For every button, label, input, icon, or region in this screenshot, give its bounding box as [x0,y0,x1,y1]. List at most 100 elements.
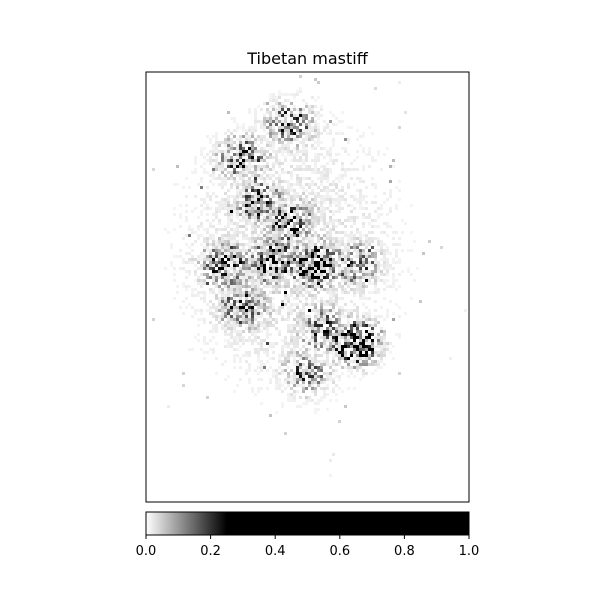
heatmap-cell [362,321,365,324]
heatmap-cell [311,225,314,228]
heatmap-cell [260,339,263,342]
heatmap-cell [371,159,374,162]
heatmap-cell [191,249,194,252]
heatmap-cell [245,369,248,372]
heatmap-cell [302,276,305,279]
heatmap-cell [413,279,416,282]
heatmap-cell [287,297,290,300]
heatmap-cell [365,243,368,246]
heatmap-cell [260,282,263,285]
heatmap-cell [350,234,353,237]
heatmap-cell [245,249,248,252]
heatmap-cell [350,342,353,345]
heatmap-cell [215,324,218,327]
heatmap-cell [185,288,188,291]
heatmap-cell [311,339,314,342]
heatmap-cell [296,237,299,240]
heatmap-cell [377,291,380,294]
heatmap-cell [215,135,218,138]
heatmap-cell [380,240,383,243]
heatmap-cell [242,321,245,324]
heatmap-cell [356,324,359,327]
heatmap-cell [236,255,239,258]
heatmap-cell [356,231,359,234]
heatmap-cell [284,159,287,162]
heatmap-cell [209,276,212,279]
heatmap-cell [350,276,353,279]
heatmap-cell [368,213,371,216]
heatmap-cell [386,198,389,201]
heatmap-cell [299,168,302,171]
heatmap-cell [236,306,239,309]
heatmap-cell [326,132,329,135]
heatmap-cell [278,114,281,117]
heatmap-cell [329,132,332,135]
heatmap-cell [200,312,203,315]
heatmap-cell [281,384,284,387]
heatmap-cell [278,102,281,105]
heatmap-cell [377,225,380,228]
heatmap-cell [221,156,224,159]
heatmap-cell [299,186,302,189]
heatmap-cell [263,279,266,282]
heatmap-cell [305,297,308,300]
heatmap-cell [284,336,287,339]
heatmap-cell [236,348,239,351]
heatmap-cell [203,168,206,171]
heatmap-cell [356,366,359,369]
heatmap-cell [248,312,251,315]
heatmap-cell [254,291,257,294]
heatmap-cell [209,300,212,303]
heatmap-cell [266,225,269,228]
heatmap-cell [212,306,215,309]
heatmap-cell [338,336,341,339]
heatmap-cell [317,81,320,84]
heatmap-cell [305,129,308,132]
heatmap-cell [284,288,287,291]
heatmap-cell [296,243,299,246]
heatmap-cell [269,129,272,132]
heatmap-cell [308,252,311,255]
heatmap-cell [368,252,371,255]
heatmap-cell [272,132,275,135]
heatmap-cell [356,291,359,294]
heatmap-cell [251,132,254,135]
heatmap-cell [317,144,320,147]
heatmap-cell [287,216,290,219]
heatmap-cell [260,312,263,315]
heatmap-cell [290,333,293,336]
heatmap-cell [368,291,371,294]
heatmap-cell [305,336,308,339]
heatmap-cell [188,270,191,273]
heatmap-cell [353,357,356,360]
heatmap-cell [269,255,272,258]
heatmap-cell [281,363,284,366]
heatmap-cell [299,267,302,270]
heatmap-cell [350,270,353,273]
heatmap-cell [224,327,227,330]
heatmap-cell [383,243,386,246]
heatmap-cell [362,222,365,225]
heatmap-cell [314,282,317,285]
heatmap-cell [227,144,230,147]
heatmap-cell [278,258,281,261]
heatmap-cell [302,219,305,222]
heatmap-cell [224,243,227,246]
heatmap-cell [314,159,317,162]
heatmap-cell [290,327,293,330]
heatmap-cell [236,129,239,132]
heatmap-cell [323,186,326,189]
heatmap-cell [284,117,287,120]
heatmap-cell [338,246,341,249]
heatmap-cell [311,252,314,255]
heatmap-cell [299,378,302,381]
heatmap-cell [185,216,188,219]
heatmap-cell [233,210,236,213]
heatmap-cell [362,270,365,273]
heatmap-cell [287,300,290,303]
heatmap-cell [323,189,326,192]
heatmap-cell [371,339,374,342]
heatmap-cell [203,342,206,345]
heatmap-cell [242,291,245,294]
heatmap-cell [320,330,323,333]
